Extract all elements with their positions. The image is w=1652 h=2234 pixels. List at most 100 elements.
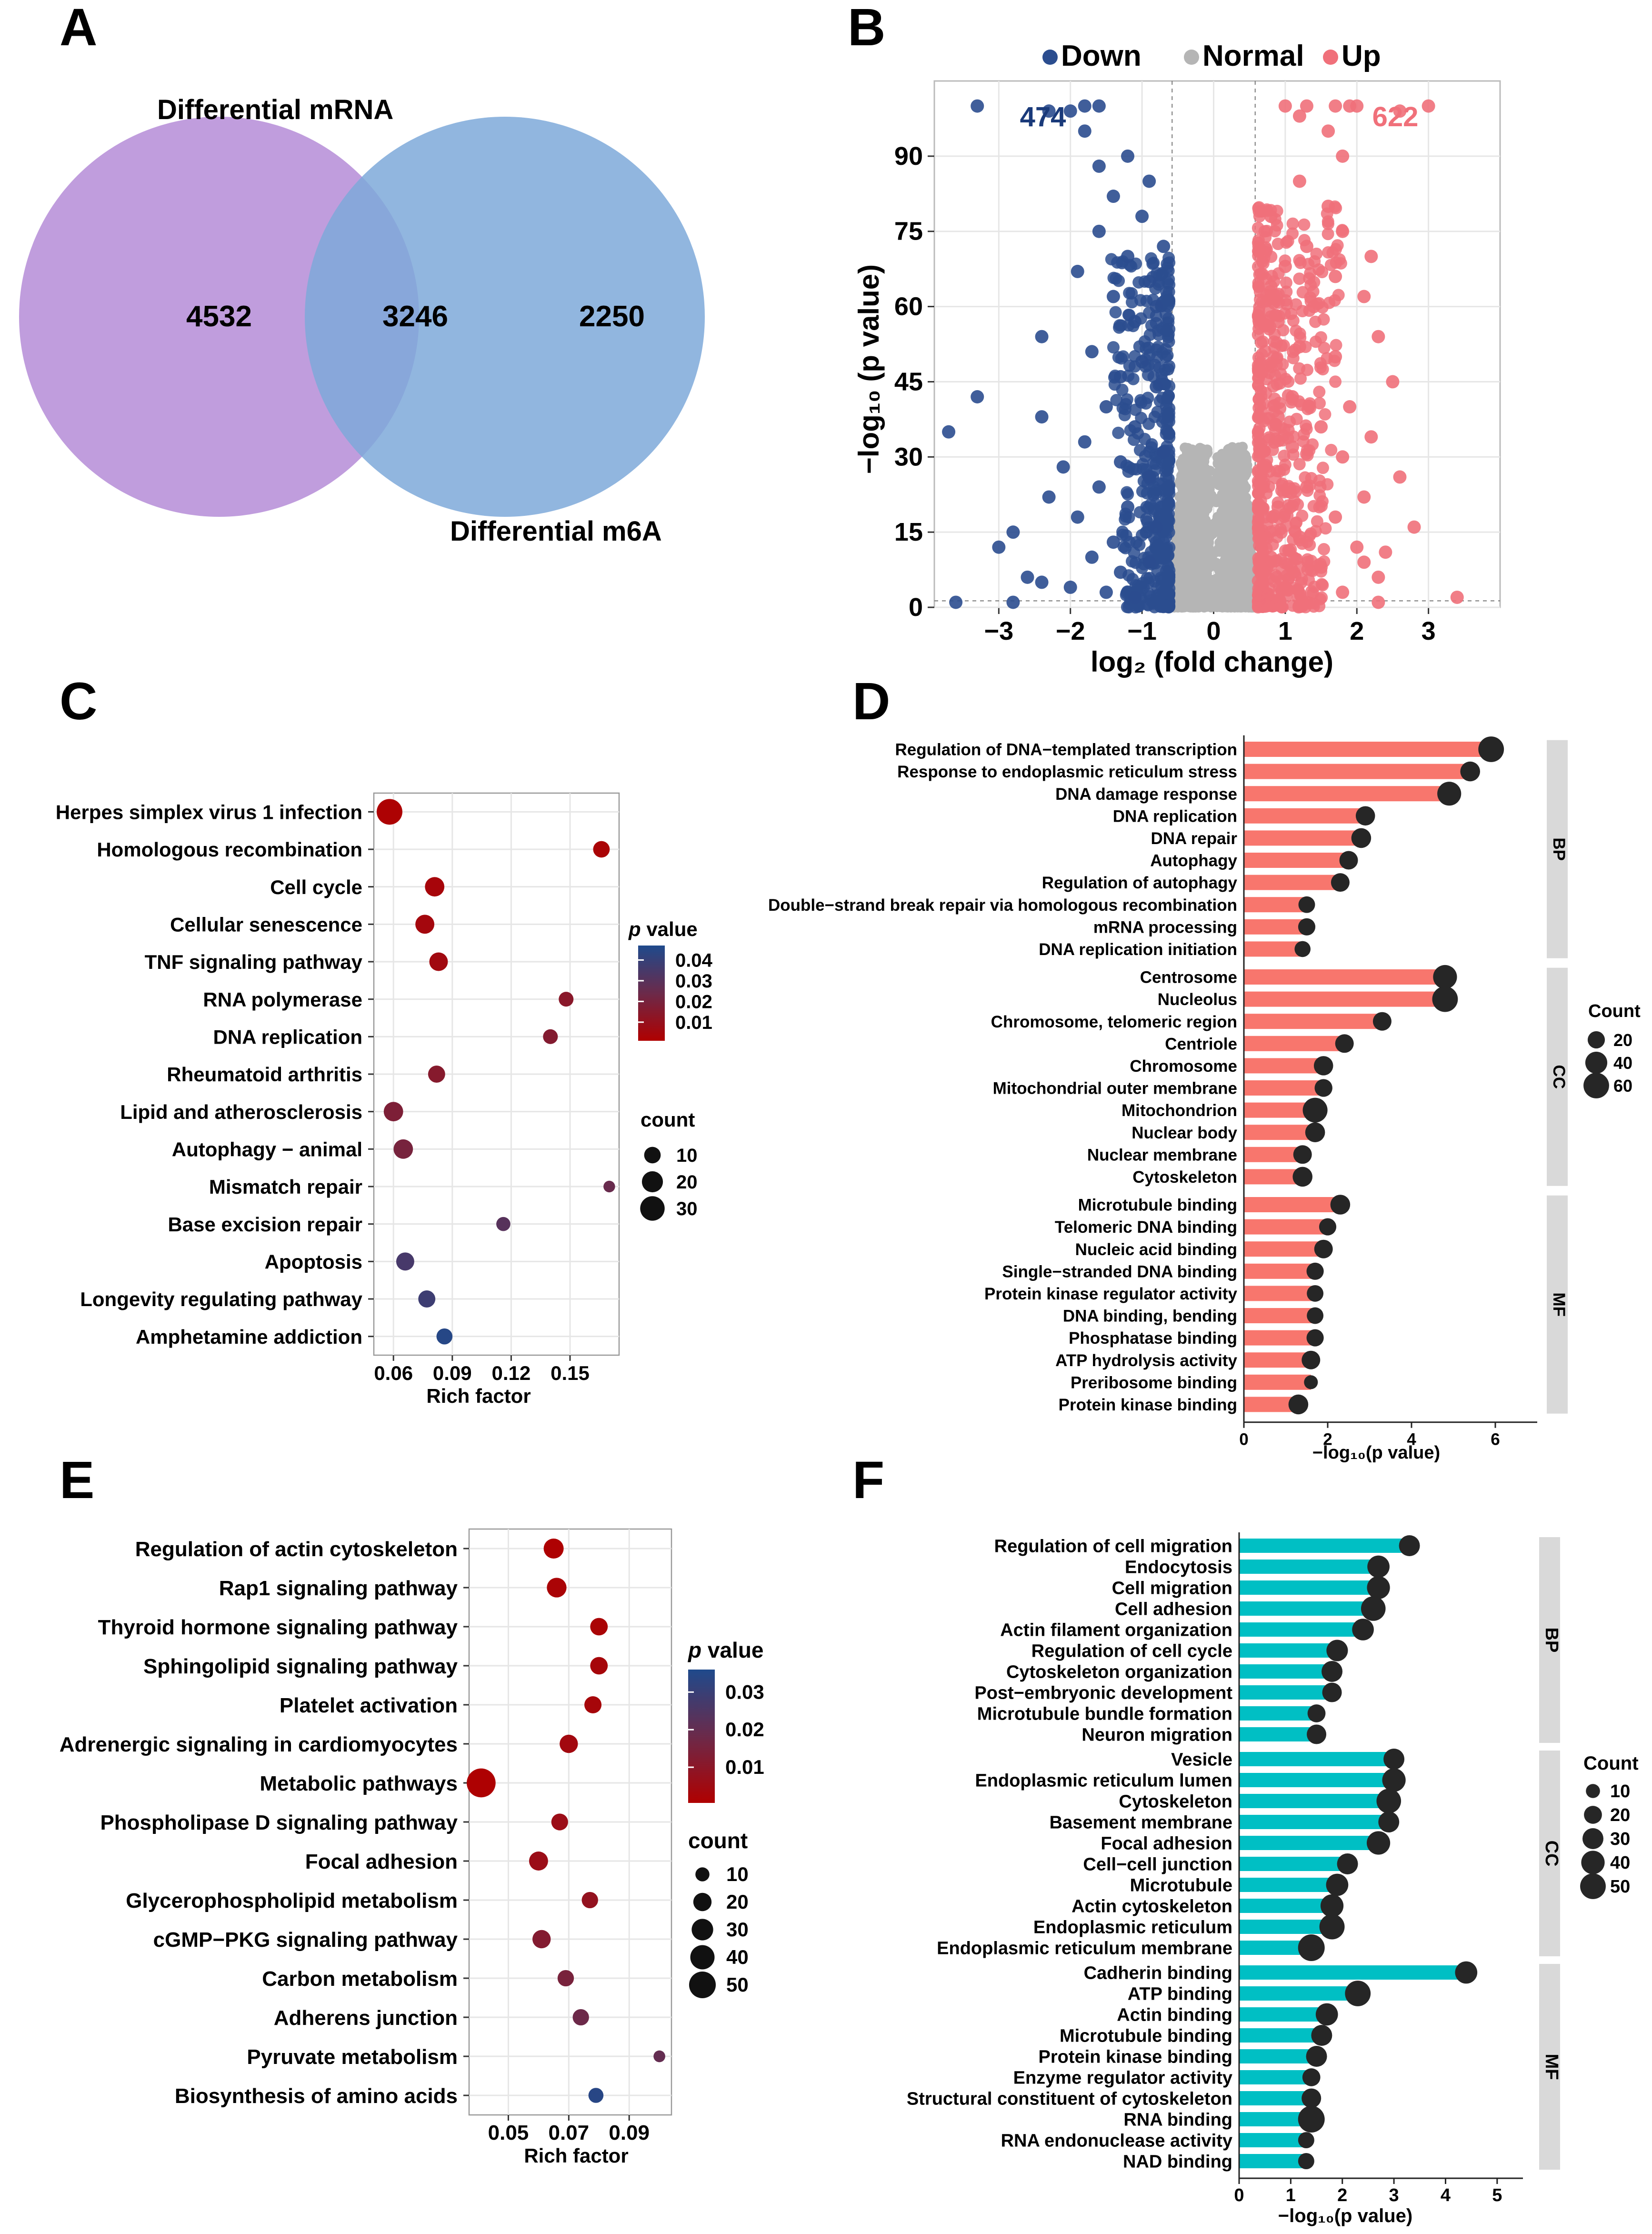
bubble-point xyxy=(603,1180,615,1193)
count-legend-dot xyxy=(1587,1031,1605,1049)
go-bar xyxy=(1244,875,1341,890)
volcano-point-normal xyxy=(1225,478,1236,489)
volcano-point-up xyxy=(1255,348,1268,361)
volcano-point-up xyxy=(1330,339,1342,352)
go-bar-count-dot xyxy=(1326,1873,1349,1896)
volcano-point-up xyxy=(1252,201,1265,214)
volcano-count-down: 474 xyxy=(1020,101,1066,132)
venn-value-both: 3246 xyxy=(382,300,448,333)
bubble-category-label: Rheumatoid arthritis xyxy=(167,1063,362,1086)
go-term-label: Chromosome xyxy=(1130,1057,1237,1076)
go-bar-count-dot xyxy=(1383,1749,1405,1770)
bubble-point xyxy=(584,1696,602,1714)
go-bar-count-dot xyxy=(1298,918,1316,936)
volcano-point-down xyxy=(1142,555,1156,569)
volcano-point-normal xyxy=(1179,553,1190,564)
count-legend-dot xyxy=(1586,1784,1600,1798)
go-bar-count-dot xyxy=(1339,851,1358,870)
bar-f-xlabel: −log₁₀(p value) xyxy=(1278,2205,1412,2226)
go-bar xyxy=(1244,830,1362,846)
volcano-point-down xyxy=(1123,287,1136,300)
volcano-point-up xyxy=(1269,432,1282,445)
volcano-xtick-label: 2 xyxy=(1350,617,1364,645)
volcano-point-up xyxy=(1304,527,1317,540)
bubble-category-label: Sphingolipid signaling pathway xyxy=(143,1655,458,1678)
volcano-point-normal xyxy=(1230,500,1241,511)
go-bar xyxy=(1239,1965,1466,1980)
volcano-point-down xyxy=(1121,393,1133,406)
go-xtick-label: 4 xyxy=(1407,1430,1416,1449)
volcano-point-down xyxy=(1162,507,1175,520)
volcano-point-down xyxy=(1162,576,1175,589)
volcano-point-down xyxy=(1056,460,1070,474)
volcano-point-up xyxy=(1271,410,1285,424)
count-legend-dot xyxy=(1582,1828,1603,1849)
volcano-point-normal xyxy=(1205,558,1216,569)
volcano-point-up xyxy=(1314,361,1327,374)
volcano-point-up xyxy=(1422,99,1435,113)
venn-set-label-m6a: Differential m6A xyxy=(450,516,662,547)
go-term-label: Endoplasmic reticulum lumen xyxy=(975,1771,1232,1791)
volcano-point-down xyxy=(1142,470,1156,484)
volcano-point-normal xyxy=(1185,559,1196,570)
count-legend-label: 50 xyxy=(1610,1877,1630,1897)
volcano-point-down xyxy=(1121,250,1135,263)
go-term-label: Cytoskeleton organization xyxy=(1006,1662,1232,1682)
volcano-point-up xyxy=(1280,276,1292,289)
go-bar xyxy=(1239,1878,1337,1892)
bubble-category-label: Carbon metabolism xyxy=(262,1967,458,1991)
go-bar-count-dot xyxy=(1433,965,1457,989)
volcano-point-up xyxy=(1316,266,1329,279)
bubble-point xyxy=(532,1930,551,1949)
volcano-point-up xyxy=(1273,600,1286,613)
volcano-point-up xyxy=(1290,516,1303,529)
go-bar xyxy=(1239,1643,1337,1658)
go-bar xyxy=(1239,1664,1332,1679)
count-legend-label: 20 xyxy=(676,1172,698,1193)
go-bar xyxy=(1239,1601,1373,1616)
volcano-point-up xyxy=(1329,510,1342,524)
volcano-point-down xyxy=(1142,174,1156,188)
volcano-point-normal xyxy=(1201,577,1211,588)
go-term-label: RNA binding xyxy=(1123,2110,1232,2130)
volcano-point-up xyxy=(1313,397,1326,410)
go-bar xyxy=(1244,1125,1315,1140)
volcano-point-up xyxy=(1269,524,1282,537)
go-bar xyxy=(1239,1899,1332,1913)
go-term-label: Autophagy xyxy=(1150,852,1237,870)
volcano-point-up xyxy=(1290,324,1302,337)
volcano-point-normal xyxy=(1202,447,1213,458)
bubble-point xyxy=(593,841,610,858)
volcano-point-up xyxy=(1379,545,1392,559)
volcano-point-up xyxy=(1252,487,1265,500)
volcano-point-down xyxy=(1138,335,1151,348)
volcano-point-down xyxy=(1113,455,1127,469)
go-term-label: Actin binding xyxy=(1117,2005,1232,2025)
volcano-xtick-label: −1 xyxy=(1127,617,1157,645)
go-bar xyxy=(1239,2154,1306,2168)
volcano-point-down xyxy=(1106,535,1120,549)
volcano-point-normal xyxy=(1228,588,1239,599)
volcano-point-up xyxy=(1372,570,1385,584)
go-term-label: Nuclear membrane xyxy=(1087,1146,1237,1164)
go-term-label: RNA endonuclease activity xyxy=(1001,2131,1232,2151)
volcano-point-normal xyxy=(1207,519,1218,530)
volcano-point-down xyxy=(1130,463,1143,476)
pvalue-tick-label: 0.03 xyxy=(725,1681,764,1703)
go-xtick-label: 2 xyxy=(1323,1430,1332,1449)
go-term-label: Mitochondrial outer membrane xyxy=(993,1079,1237,1098)
volcano-point-down xyxy=(1021,570,1034,584)
go-term-label: Actin cytoskeleton xyxy=(1071,1897,1232,1917)
go-term-label: Regulation of cell cycle xyxy=(1031,1641,1232,1661)
count-legend-dot xyxy=(641,1171,663,1193)
go-term-label: Basement membrane xyxy=(1050,1813,1232,1833)
go-term-label: Enzyme regulator activity xyxy=(1013,2068,1232,2088)
go-term-label: Centriole xyxy=(1165,1035,1237,1053)
volcano-point-up xyxy=(1325,443,1338,456)
volcano-point-up xyxy=(1285,440,1299,454)
go-bar xyxy=(1239,2091,1312,2105)
volcano-point-down xyxy=(1151,267,1163,280)
volcano-point-up xyxy=(1322,215,1334,228)
volcano-point-up xyxy=(1256,541,1269,554)
